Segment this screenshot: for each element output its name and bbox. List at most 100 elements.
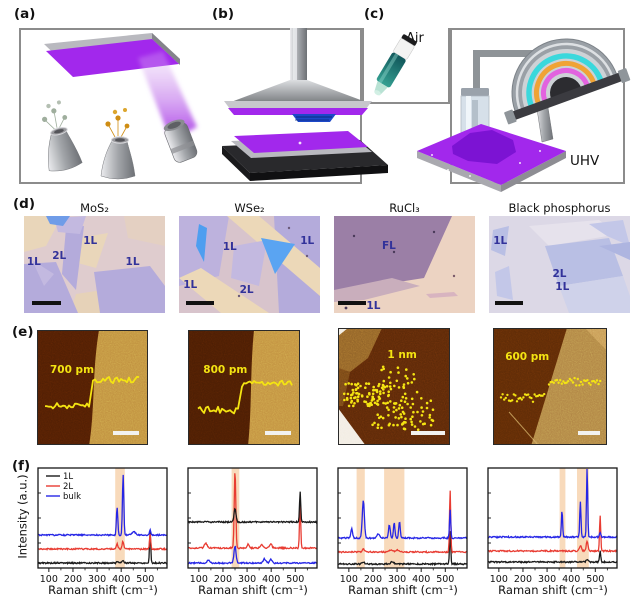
svg-text:500: 500 — [436, 574, 454, 585]
micrograph-title-mos2: MoS₂ — [80, 201, 109, 215]
step-height-label: 600 pm — [505, 351, 550, 363]
svg-text:2L: 2L — [63, 482, 73, 492]
svg-text:bulk: bulk — [63, 492, 81, 502]
raman-plot-cell-3: 100 200 300 400 500 Raman shift (cm⁻¹) — [334, 464, 484, 603]
svg-text:200: 200 — [514, 574, 532, 585]
step-height-label: 800 pm — [203, 363, 248, 376]
x-axis-label: Raman shift (cm⁻¹) — [48, 583, 158, 597]
x-axis-label: Raman shift (cm⁻¹) — [498, 583, 608, 597]
air-box — [362, 28, 450, 104]
svg-text:400: 400 — [562, 574, 580, 585]
panel-c-label: (c) — [364, 6, 385, 22]
afm-art-2 — [189, 331, 299, 444]
svg-text:500: 500 — [286, 574, 304, 585]
crucible-source-2 — [100, 108, 136, 180]
svg-text:1L: 1L — [63, 472, 73, 482]
panel-b-label: (b) — [212, 6, 235, 22]
svg-text:100: 100 — [490, 574, 508, 585]
press-stamp — [224, 28, 372, 122]
flake-label: 1L — [26, 255, 41, 268]
uhv-text: UHV — [570, 153, 600, 169]
scale-bar — [186, 301, 215, 306]
raman-plot-wse2: 100 200 300 400 500 — [187, 467, 318, 585]
flake-label: 1L — [555, 280, 570, 293]
svg-text:400: 400 — [412, 574, 430, 585]
raman-plot-cell-4: 100 200 300 400 500 Raman shift (cm⁻¹) — [484, 464, 634, 603]
afm-art-1 — [38, 331, 147, 444]
scale-bar — [494, 301, 523, 306]
micrograph-wse2-image — [179, 216, 320, 313]
svg-text:100: 100 — [190, 574, 208, 585]
afm-image-2: 800 pm — [188, 330, 300, 445]
flake-label: 1L — [300, 235, 315, 248]
scale-bar — [113, 430, 140, 435]
raman-plot-rucl3: 100 200 300 400 500 — [337, 467, 468, 585]
step-height-label: 700 pm — [49, 363, 95, 376]
analyzer-icon — [504, 38, 631, 125]
afm-art-4 — [494, 329, 606, 444]
micrograph-title-wse2: WSe₂ — [234, 201, 265, 215]
svg-text:300: 300 — [388, 574, 406, 585]
svg-text:300: 300 — [538, 574, 556, 585]
raman-plot-cell-1: 100 200 300 400 500 1L 2L bulk Raman shift (cm⁻… — [34, 464, 184, 603]
schematic-artwork — [42, 28, 631, 192]
raman-plot-cell-2: 100 200 300 400 500 Raman shift (cm⁻¹) — [184, 464, 334, 603]
x-axis-label: Raman shift (cm⁻¹) — [348, 583, 458, 597]
stacked-flake — [292, 114, 336, 122]
svg-text:100: 100 — [340, 574, 358, 585]
flake-label: 1L — [366, 300, 381, 313]
grown-film-flake — [452, 130, 516, 164]
micrograph-title-rucl3: RuCl₃ — [389, 201, 420, 215]
air-pen-icon — [374, 34, 417, 96]
panel-f-label: (f) — [12, 458, 31, 474]
micrograph-mos2-image — [24, 216, 165, 313]
flake-label: 1L — [493, 235, 508, 248]
flake-label: 2L — [52, 249, 67, 262]
evaporation-beam — [138, 51, 197, 141]
afm-image-3: 1 nm — [338, 328, 450, 445]
x-axis-label: Raman shift (cm⁻¹) — [198, 583, 308, 597]
afm-art-3 — [339, 329, 449, 444]
svg-text:300: 300 — [238, 574, 256, 585]
micrograph-mos2: 1L 2L 1L 1L — [24, 216, 165, 313]
micrograph-rucl3: FL 1L — [334, 216, 475, 313]
flake-label: 2L — [239, 283, 254, 296]
flake-label: 1L — [183, 279, 198, 292]
raman-plot-bp: 100 200 300 400 500 — [487, 467, 618, 585]
scale-bar — [338, 301, 367, 306]
panel-d-label: (d) — [13, 196, 36, 212]
flake-label: 1L — [83, 235, 98, 248]
micrograph-title-bp: Black phosphorus — [508, 201, 611, 215]
step-height-label: 1 nm — [387, 348, 417, 361]
scale-bar — [578, 430, 601, 435]
svg-text:100: 100 — [40, 574, 58, 585]
svg-text:400: 400 — [262, 574, 280, 585]
micrograph-bp: 1L 2L 1L — [489, 216, 630, 313]
crucible-source-1 — [42, 100, 83, 172]
scale-bar — [264, 430, 292, 435]
flake-label: FL — [381, 240, 396, 253]
svg-text:200: 200 — [64, 574, 82, 585]
press-stage — [222, 131, 388, 181]
panel-e-label: (e) — [12, 324, 34, 340]
scale-bar — [410, 430, 445, 435]
svg-text:300: 300 — [88, 574, 106, 585]
flake-label: 2L — [552, 268, 567, 281]
flake-label: 1L — [125, 255, 140, 268]
afm-image-4: 600 pm — [493, 328, 607, 445]
svg-text:200: 200 — [364, 574, 382, 585]
micrograph-bp-image — [489, 216, 630, 313]
flake-label: 1L — [222, 241, 237, 254]
afm-image-1: 700 pm — [37, 330, 148, 445]
uhv-sample-substrate — [417, 124, 566, 192]
svg-text:500: 500 — [136, 574, 154, 585]
micrograph-wse2: 1L 1L 1L 2L — [179, 216, 320, 313]
svg-text:200: 200 — [214, 574, 232, 585]
effusion-gun — [163, 119, 198, 163]
micrograph-rucl3-image — [334, 216, 475, 313]
panel-a-label: (a) — [14, 6, 36, 22]
svg-text:500: 500 — [586, 574, 604, 585]
svg-text:400: 400 — [112, 574, 130, 585]
